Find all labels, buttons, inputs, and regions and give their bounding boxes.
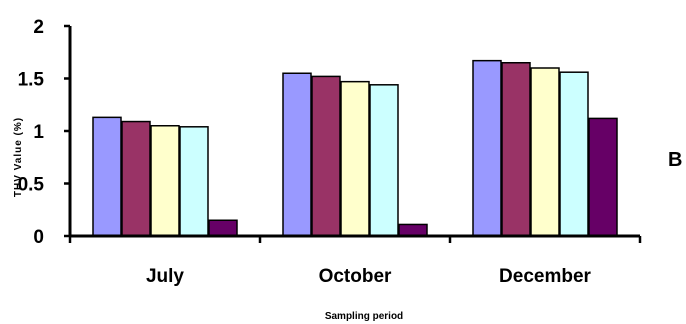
bar-july-series-5 xyxy=(208,219,238,237)
y-tick-label: 2 xyxy=(33,17,44,38)
category-label-october: October xyxy=(319,266,392,287)
bar-december-series-5 xyxy=(588,117,618,237)
y-tick-label: 0 xyxy=(33,227,44,248)
bar-july-series-2 xyxy=(121,120,151,237)
bar-october-series-3 xyxy=(340,80,370,237)
bar-july-series-3 xyxy=(150,125,180,237)
y-tick-label: 1.5 xyxy=(18,70,45,91)
y-tick-label: 1 xyxy=(33,122,44,143)
bar-december-series-1 xyxy=(472,59,502,237)
bars xyxy=(92,59,618,237)
panel-label: B xyxy=(668,149,682,171)
category-label-july: July xyxy=(146,266,184,287)
bar-july-series-1 xyxy=(92,116,122,237)
y-axis-ticks: 0 0.5 1 1.5 2 xyxy=(18,17,70,248)
y-axis-label: THV Value (%) xyxy=(13,117,24,197)
bar-december-series-3 xyxy=(530,67,560,237)
category-label-december: December xyxy=(499,266,591,287)
bar-october-series-1 xyxy=(282,72,312,237)
bar-october-series-4 xyxy=(369,84,399,237)
bar-december-series-4 xyxy=(559,71,589,237)
y-tick-label: 0.5 xyxy=(18,175,45,196)
bar-december-series-2 xyxy=(501,62,531,237)
bar-july-series-4 xyxy=(179,126,209,237)
x-axis-label: Sampling period xyxy=(325,311,403,322)
bar-october-series-2 xyxy=(311,75,341,237)
bar-october-series-5 xyxy=(398,223,428,237)
x-axis-category-labels: July October December xyxy=(68,236,642,287)
